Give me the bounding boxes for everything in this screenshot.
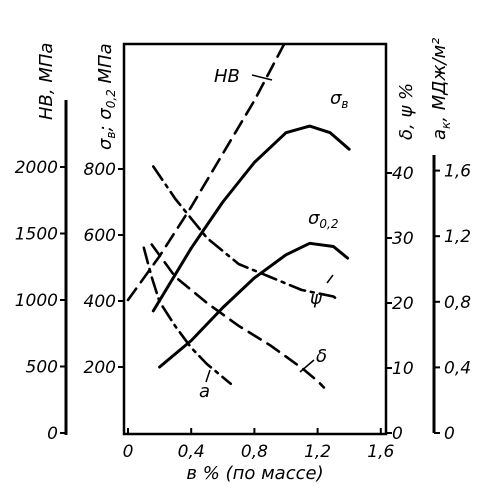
dp-axis-tick-label-0: 0 xyxy=(392,424,403,444)
hb-axis-tick-label-2: 1000 xyxy=(15,291,58,311)
ak-axis-tick-label-2: 0,8 xyxy=(444,293,471,313)
dp-axis-tick-label-2: 20 xyxy=(392,294,414,314)
x-axis-tick-label-4: 1,6 xyxy=(367,442,394,462)
sigma-axis-tick-label-3: 800 xyxy=(84,160,116,180)
ak-axis-tick-label-3: 1,2 xyxy=(444,227,471,247)
sigma-axis-title: σв; σ0,2 МПа xyxy=(95,43,118,150)
label-sigma-b: σв xyxy=(330,88,349,111)
sigma-axis-tick-label-1: 400 xyxy=(84,292,116,312)
sigma-axis-tick-label-0: 200 xyxy=(84,358,116,378)
hb-axis-tick-label-3: 1500 xyxy=(15,225,58,245)
series-delta-line xyxy=(150,243,326,389)
x-axis-title: в % (по массе) xyxy=(186,463,323,484)
x-axis-tick-label-2: 0,8 xyxy=(241,442,268,462)
leader-psi xyxy=(326,274,334,284)
label-a: a xyxy=(199,381,210,402)
delta-psi-axis-title: δ, ψ % xyxy=(396,83,417,140)
ak-axis-tick-label-1: 0,4 xyxy=(444,358,471,378)
label-hb: HB xyxy=(214,66,240,87)
series-sigma-02-line xyxy=(158,241,350,369)
series-psi-line xyxy=(152,165,340,302)
x-axis-tick-label-0: 0 xyxy=(123,442,134,462)
hb-axis-tick-label-4: 2000 xyxy=(15,158,58,178)
x-axis-tick-label-1: 0,4 xyxy=(178,442,205,462)
ak-axis-title: aк, МДж/м² xyxy=(429,38,453,140)
label-delta: δ xyxy=(316,346,327,367)
hb-axis-title: HB, МПа xyxy=(36,43,57,120)
label-sigma-02: σ0,2 xyxy=(308,208,339,231)
dp-axis-tick-label-3: 30 xyxy=(392,229,414,249)
series-a-line xyxy=(142,246,232,386)
leader-delta xyxy=(299,359,315,373)
sigma-axis-tick-label-2: 600 xyxy=(84,226,116,246)
hb-axis-tick-label-1: 500 xyxy=(26,358,58,378)
dp-axis-tick-label-4: 40 xyxy=(392,164,414,184)
leader-a xyxy=(205,369,211,383)
hb-axis-tick-label-0: 0 xyxy=(47,424,58,444)
series-sigma-b-line xyxy=(151,124,351,313)
ak-axis-tick-label-4: 1,6 xyxy=(444,162,471,182)
dp-axis-tick-label-1: 10 xyxy=(392,359,414,379)
series-hb-line xyxy=(126,44,286,302)
leader-hb xyxy=(251,74,273,81)
x-axis-tick-label-3: 1,2 xyxy=(304,442,331,462)
ak-axis-tick-label-0: 0 xyxy=(444,424,455,444)
